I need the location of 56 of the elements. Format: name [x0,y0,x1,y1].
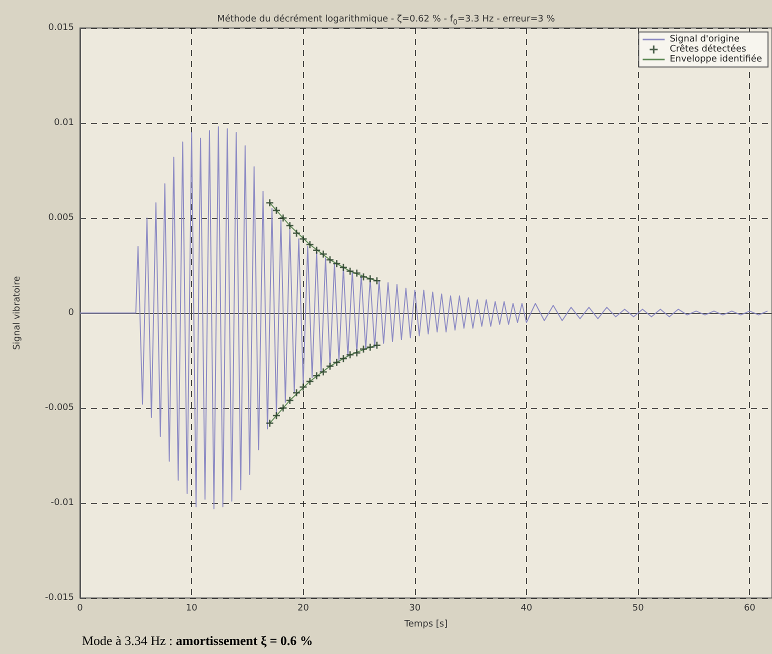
text: amortissement ξ = 0.6 % [176,633,313,648]
point [293,389,300,396]
point [340,355,347,362]
point [266,199,274,206]
point [340,264,347,271]
point [272,412,280,420]
x-tick-label: 10 [186,604,198,614]
legend-label: Signal d'origine [670,34,740,44]
point [266,420,274,427]
point [346,351,354,358]
point [373,342,380,349]
point [286,222,294,230]
y-tick-label: -0.01 [50,498,74,508]
point [280,214,287,222]
point [300,235,307,242]
line-series [80,126,768,510]
point [346,268,354,275]
point [373,277,380,284]
y-tick-label: 0.01 [54,118,74,128]
legend-label: Crêtes détectées [670,44,746,54]
x-tick-label: 0 [77,604,84,614]
point [286,396,294,404]
x-tick-label: 60 [744,604,756,614]
point [360,346,367,353]
y-tick-label: 0.015 [48,23,74,33]
point [360,273,367,280]
point [300,384,307,391]
point [333,358,340,366]
x-tick-label: 40 [520,604,532,614]
legend-label: Enveloppe identifiée [670,54,762,64]
point [293,230,300,237]
y-tick-label: -0.005 [44,403,74,413]
point [326,256,334,264]
point [353,349,360,356]
y-tick-label: 0.005 [48,213,74,223]
x-tick-label: 20 [298,604,310,614]
x-axis-title: Temps [s] [403,620,448,630]
point [366,275,374,282]
point [366,344,374,351]
point [313,372,320,380]
point [326,362,334,370]
point [306,378,314,385]
point [306,241,314,248]
y-axis-title: Signal vibratoire [12,276,22,350]
point [320,368,327,376]
point [272,206,280,214]
x-tick-label: 50 [632,604,644,614]
x-tick-label: 30 [409,604,421,614]
point [313,246,320,254]
text: Mode à 3.34 Hz : [82,633,176,648]
y-tick-label: -0.015 [44,593,74,603]
point [353,270,360,277]
point [320,250,327,258]
point [280,404,287,412]
y-tick-label: 0 [68,308,74,318]
point [333,260,340,268]
